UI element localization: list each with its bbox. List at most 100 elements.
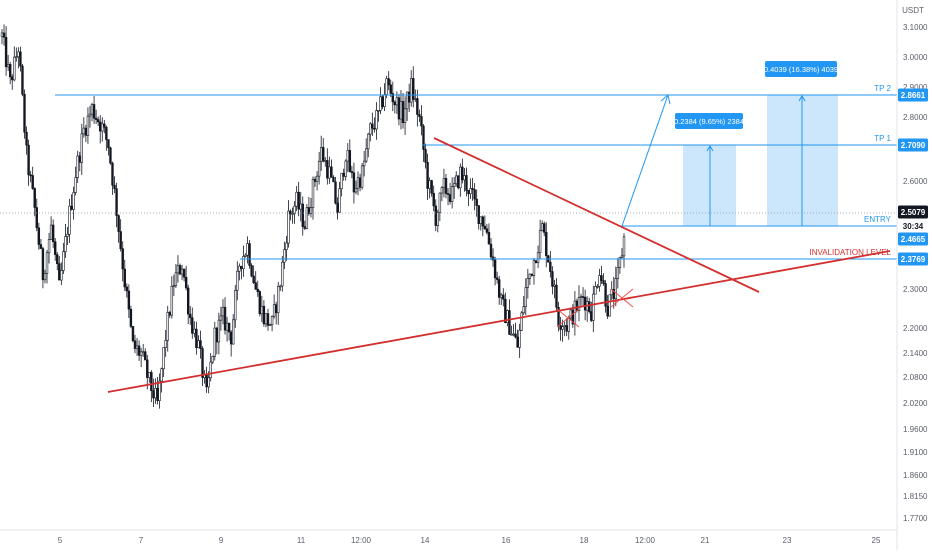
- candle-body: [467, 190, 470, 195]
- candle-body: [90, 104, 94, 115]
- y-tick-label: 2.0800: [903, 373, 928, 382]
- candle-body: [524, 287, 527, 307]
- candle-body: [424, 149, 427, 163]
- candle-body: [215, 327, 219, 343]
- candle-body: [436, 212, 440, 226]
- candle-body: [146, 359, 149, 378]
- candle-body: [86, 115, 90, 136]
- candle-body: [543, 223, 546, 233]
- candle-body: [618, 257, 622, 268]
- candle-body: [227, 322, 231, 333]
- candle-body: [391, 93, 394, 103]
- y-tick-label: 3.0000: [903, 53, 928, 62]
- candle-body: [563, 325, 566, 328]
- candle-body: [303, 226, 307, 229]
- candle-body: [334, 181, 337, 204]
- candle-body: [530, 273, 534, 276]
- candle-body: [266, 313, 270, 326]
- candle-body: [154, 387, 157, 399]
- x-tick-label: 7: [139, 536, 144, 545]
- candle-body: [72, 192, 75, 210]
- candle-body: [471, 188, 474, 190]
- candle-body: [31, 175, 34, 189]
- candle-body: [197, 340, 200, 348]
- candle-body: [420, 116, 423, 127]
- candle-body: [25, 131, 28, 146]
- candle-body: [309, 207, 313, 214]
- candle-body: [182, 268, 186, 278]
- candle-body: [422, 125, 425, 150]
- candle-body: [502, 294, 505, 300]
- candle-body: [500, 294, 503, 298]
- candle-body: [581, 296, 585, 298]
- candle-body: [186, 287, 190, 315]
- candle-body: [348, 150, 352, 172]
- candle-body: [211, 355, 214, 363]
- candle-body: [33, 188, 36, 208]
- candle-body: [414, 98, 417, 100]
- candle-body: [195, 328, 198, 348]
- candle-body: [545, 232, 548, 257]
- candle-body: [295, 191, 298, 207]
- candle-body: [164, 340, 167, 348]
- candle-body: [504, 298, 507, 324]
- y-tick-label: 1.9100: [903, 448, 928, 457]
- projection-arrow: [621, 94, 669, 227]
- candle-body: [131, 326, 135, 342]
- candle-body: [256, 288, 259, 292]
- resistance-trendline: [433, 137, 760, 293]
- candle-body: [367, 133, 370, 150]
- candle-body: [598, 275, 601, 287]
- candle-body: [495, 277, 499, 280]
- candle-body: [397, 97, 401, 120]
- candle-body: [58, 263, 61, 281]
- candle-body: [426, 162, 429, 189]
- candle-body: [483, 225, 487, 230]
- candle-body: [583, 296, 587, 311]
- candle-body: [516, 336, 519, 348]
- price-line-label: TP 2: [874, 84, 891, 93]
- candlestick-series: [0, 24, 626, 409]
- candle-body: [299, 203, 302, 210]
- candle-body: [229, 331, 233, 345]
- candle-body: [64, 236, 67, 252]
- candle-body: [217, 319, 221, 343]
- candle-body: [395, 97, 399, 106]
- candle-body: [315, 175, 319, 182]
- candle-body: [166, 312, 169, 341]
- candle-body: [213, 327, 216, 357]
- y-tick-label: 1.8150: [903, 492, 928, 501]
- candle-body: [551, 271, 554, 287]
- candle-body: [236, 270, 239, 291]
- candle-body: [360, 165, 364, 188]
- candle-body: [577, 297, 581, 311]
- candle-body: [99, 121, 102, 132]
- candle-body: [254, 282, 257, 290]
- measure-label-box: [765, 61, 837, 77]
- candle-body: [389, 84, 392, 94]
- candle-body: [403, 108, 407, 124]
- candle-body: [244, 254, 247, 257]
- candle-body: [322, 147, 325, 162]
- candle-body: [53, 241, 57, 255]
- candle-body: [479, 216, 482, 224]
- candle-body: [536, 252, 540, 263]
- y-tick-label: 2.1400: [903, 349, 928, 358]
- candle-body: [281, 261, 284, 287]
- candle-body: [180, 268, 184, 275]
- candle-body: [74, 177, 77, 193]
- candle-body: [364, 148, 368, 162]
- candle-body: [475, 198, 478, 206]
- candle-body: [191, 317, 194, 334]
- candle-body: [113, 184, 116, 189]
- candle-body: [477, 205, 480, 224]
- candle-body: [0, 32, 4, 37]
- measure-label: 0.4039 (16.38%) 4039: [764, 65, 838, 74]
- candle-body: [534, 260, 538, 263]
- candle-body: [352, 172, 356, 193]
- candle-body: [430, 180, 433, 194]
- x-tick-label: 11: [297, 536, 306, 545]
- candle-body: [268, 324, 272, 327]
